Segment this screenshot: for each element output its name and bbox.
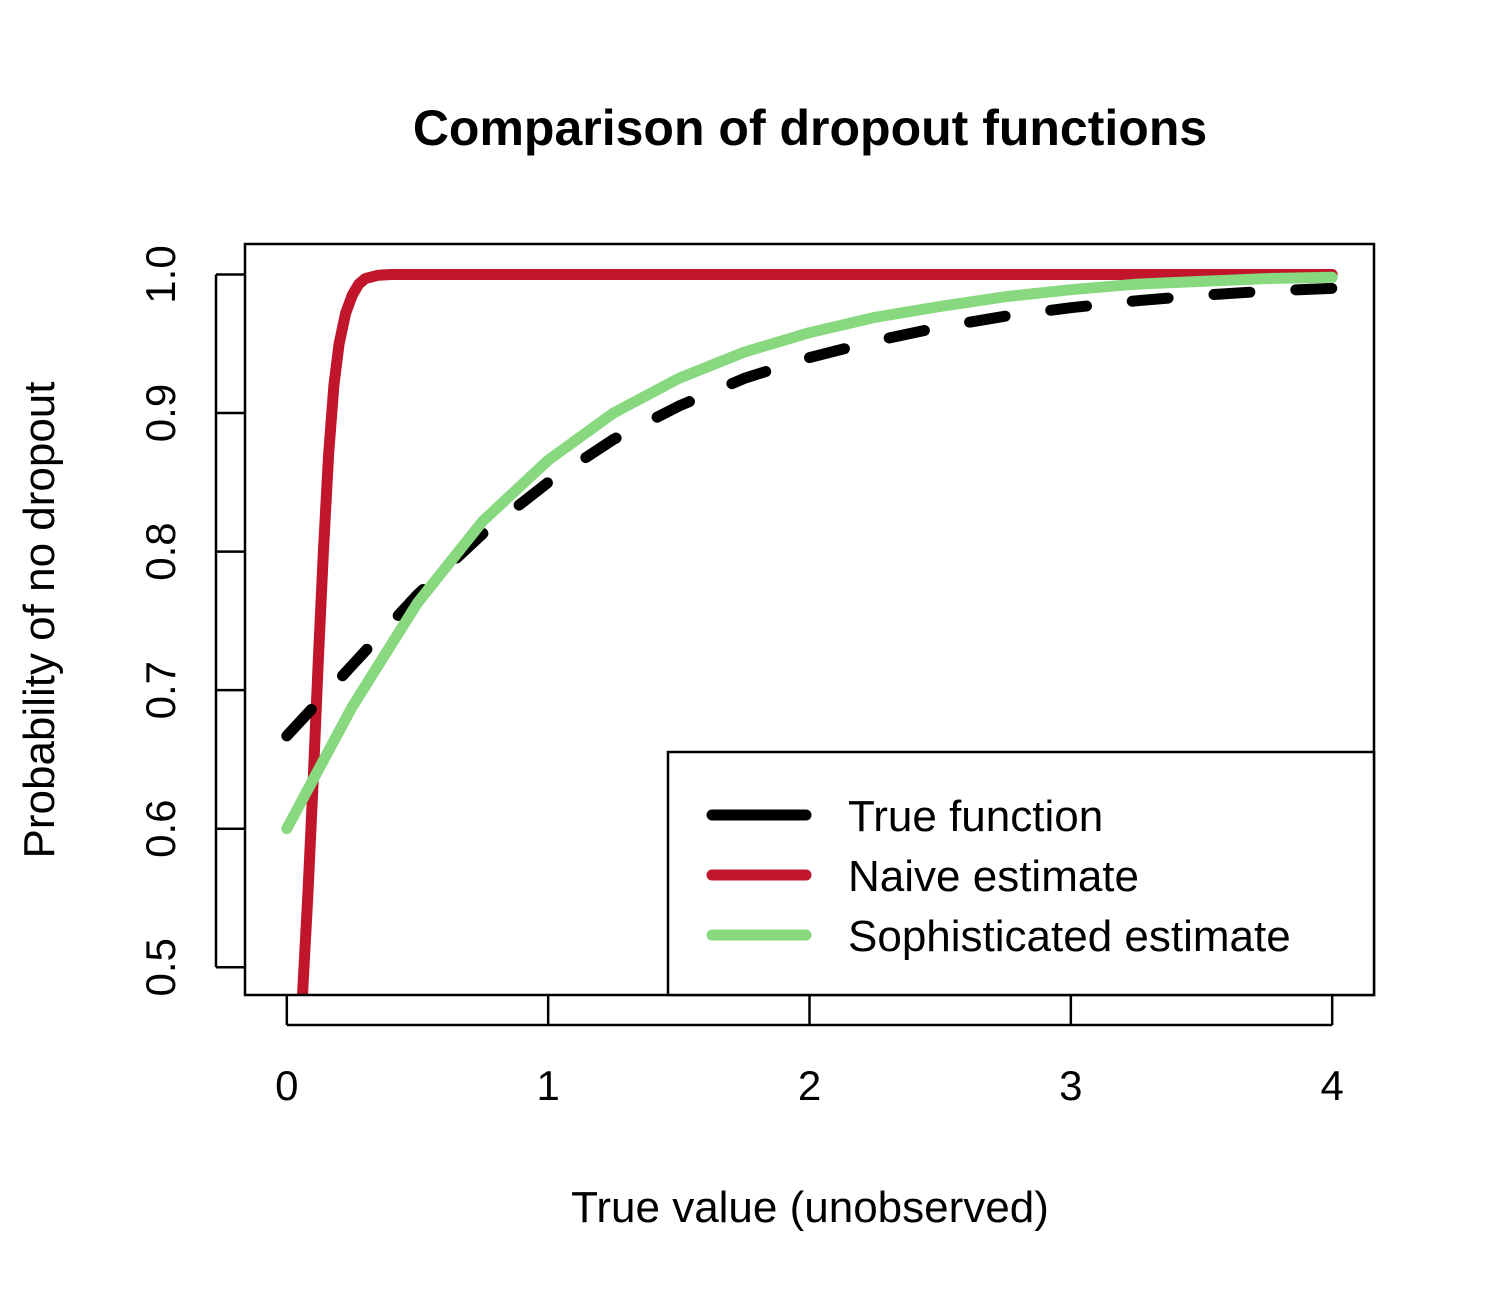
x-tick-label: 2 [798,1062,821,1109]
y-tick-label: 0.7 [137,661,184,719]
x-axis: 0 1 2 3 4 [275,995,1344,1109]
y-tick-label: 0.9 [137,384,184,442]
x-tick-label: 3 [1059,1062,1082,1109]
legend-label-true-function: True function [848,792,1103,841]
y-tick-label: 0.6 [137,800,184,858]
y-tick-label: 0.8 [137,522,184,580]
legend: True function Naive estimate Sophisticated… [666,750,1376,997]
y-axis-label: Probability of no dropout [15,382,64,859]
x-tick-label: 4 [1321,1062,1344,1109]
legend-label-sophisticated-estimate: Sophisticated estimate [848,912,1291,961]
series-line-naive-estimate [297,269,1338,995]
x-tick-label: 0 [275,1062,298,1109]
legend-label-naive-estimate: Naive estimate [848,852,1139,901]
y-tick-label: 1.0 [137,245,184,303]
chart-title: Comparison of dropout functions [413,100,1207,156]
y-tick-label: 0.5 [137,938,184,996]
y-axis: 0.5 0.6 0.7 0.8 0.9 1.0 [137,245,245,996]
series-line-true-function [281,282,1338,742]
x-tick-label: 1 [536,1062,559,1109]
series-line-sophisticated-estimate [281,271,1338,835]
x-axis-label: True value (unobserved) [571,1183,1049,1232]
series-layer [281,269,1338,995]
